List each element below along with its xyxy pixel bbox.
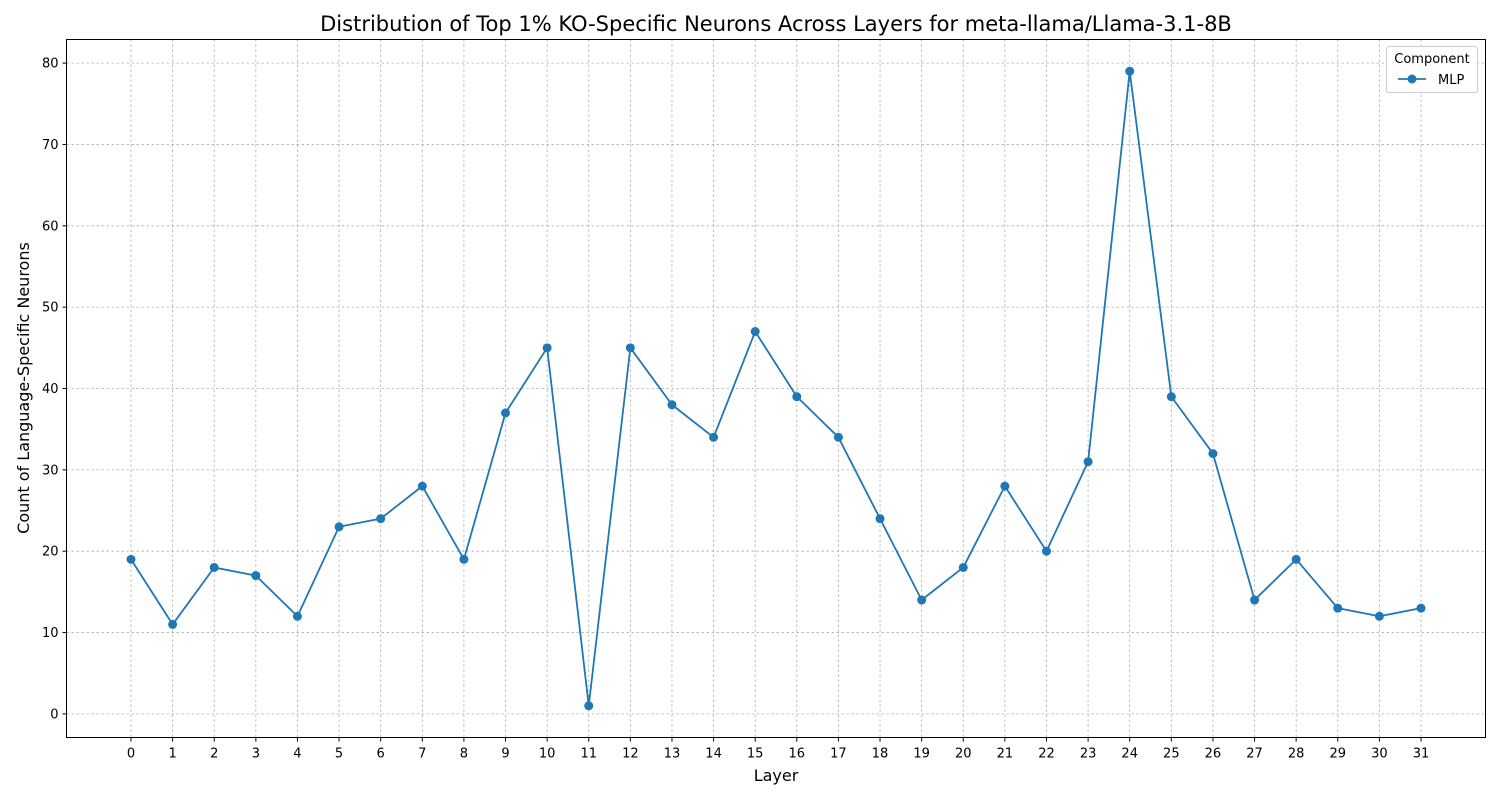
y-axis-label: Count of Language-Specific Neurons [14,242,33,534]
series-mlp [126,66,1426,711]
data-point [875,514,885,524]
x-tick-label: 28 [1288,747,1305,762]
x-tick-label: 5 [335,747,343,762]
x-tick-label: 24 [1121,747,1138,762]
x-tick-label: 20 [955,747,972,762]
x-tick-label: 9 [501,747,509,762]
x-axis-label: Layer [754,766,799,785]
x-tick-label: 1 [168,747,176,762]
data-point [584,701,594,711]
x-tick-label: 18 [872,747,889,762]
y-axis: 0 10 20 30 40 50 60 70 80 [42,57,67,722]
x-tick-label: 27 [1246,747,1263,762]
x-tick-label: 15 [747,747,764,762]
y-tick-label: 20 [42,545,59,560]
data-point [459,554,469,564]
data-point [1250,595,1260,605]
x-tick-label: 26 [1205,747,1222,762]
chart-title: Distribution of Top 1% KO-Specific Neuro… [320,12,1232,36]
data-point [334,522,344,532]
data-point [833,432,843,442]
x-tick-label: 3 [252,747,260,762]
data-point [750,327,760,337]
x-tick-label: 25 [1163,747,1180,762]
data-point [625,343,635,353]
data-point [209,562,219,572]
data-point [542,343,552,353]
data-point [1416,603,1426,613]
data-point [709,432,719,442]
legend-title: Component [1394,52,1469,67]
data-point [1041,546,1051,556]
x-tick-label: 4 [293,747,301,762]
x-tick-label: 10 [539,747,556,762]
data-point [126,554,136,564]
y-tick-label: 30 [42,463,59,478]
y-tick-label: 10 [42,626,59,641]
x-tick-label: 11 [580,747,597,762]
data-point [417,481,427,491]
x-tick-label: 0 [127,747,135,762]
y-tick-label: 70 [42,138,59,153]
series-line-mlp [130,70,1422,707]
data-point [1333,603,1343,613]
data-point [292,611,302,621]
x-tick-label: 8 [460,747,468,762]
legend: Component MLP [1386,46,1478,93]
x-tick-label: 19 [913,747,930,762]
y-tick-label: 50 [42,301,59,316]
data-point [792,392,802,402]
grid [66,39,1486,738]
x-tick-label: 21 [997,747,1014,762]
y-tick-label: 60 [42,219,59,234]
data-point [168,619,178,629]
x-tick-label: 6 [377,747,385,762]
x-tick-label: 31 [1413,747,1430,762]
legend-label-mlp: MLP [1438,73,1464,88]
data-point [1291,554,1301,564]
data-point [958,562,968,572]
data-point [1125,66,1135,76]
data-point [1083,457,1093,467]
data-point [667,400,677,410]
data-point [376,514,386,524]
legend-marker-swatch [1407,74,1417,84]
y-tick-label: 0 [50,707,58,722]
data-point [501,408,511,418]
x-tick-label: 2 [210,747,218,762]
data-point [917,595,927,605]
data-point [1166,392,1176,402]
data-point [1208,449,1218,459]
x-tick-label: 22 [1038,747,1055,762]
x-tick-label: 16 [789,747,806,762]
y-tick-label: 80 [42,57,59,72]
x-tick-label: 23 [1080,747,1097,762]
x-tick-label: 7 [418,747,426,762]
x-tick-label: 12 [622,747,639,762]
x-tick-label: 29 [1330,747,1347,762]
y-tick-label: 40 [42,382,59,397]
data-point [1374,611,1384,621]
x-tick-label: 13 [664,747,681,762]
x-tick-label: 30 [1371,747,1388,762]
x-axis: 0 1 2 3 4 5 6 7 8 9 10 11 12 13 14 15 16 17 18 19 20 21 22 23 24… [127,737,1430,762]
data-point [251,571,261,581]
x-tick-label: 17 [830,747,847,762]
data-point [1000,481,1010,491]
x-tick-label: 14 [705,747,722,762]
